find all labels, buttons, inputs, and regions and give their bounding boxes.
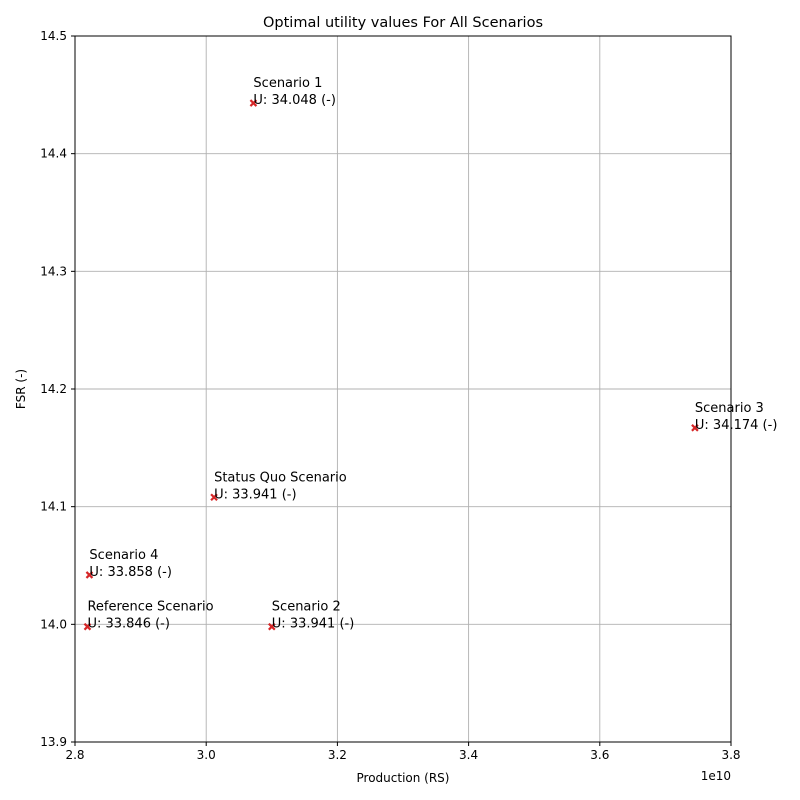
y-tick-label: 14.1 bbox=[40, 500, 67, 514]
y-tick-label: 14.2 bbox=[40, 382, 67, 396]
grid-layer bbox=[74, 35, 732, 743]
point-utility-label: U: 34.174 (-) bbox=[695, 418, 777, 433]
point-utility-label: U: 33.941 (-) bbox=[214, 487, 296, 502]
data-point bbox=[249, 99, 258, 107]
x-tick-label: 3.8 bbox=[721, 748, 740, 762]
data-point-mark bbox=[210, 493, 218, 502]
y-tick-label: 14.0 bbox=[40, 617, 67, 631]
x-axis-offset-label: 1e10 bbox=[701, 769, 731, 783]
point-name-label: Reference Scenario bbox=[87, 600, 213, 615]
point-utility-label: U: 33.858 (-) bbox=[89, 565, 171, 580]
point-utility-label: U: 34.048 (-) bbox=[253, 93, 335, 108]
y-tick-label: 14.5 bbox=[40, 29, 67, 43]
point-name-label: Scenario 4 bbox=[89, 548, 158, 563]
plot-frame bbox=[74, 35, 732, 743]
x-tick-label: 2.8 bbox=[65, 748, 84, 762]
point-name-label: Scenario 3 bbox=[695, 401, 764, 416]
points-layer bbox=[83, 99, 699, 631]
point-name-label: Status Quo Scenario bbox=[214, 470, 347, 485]
x-tick-label: 3.4 bbox=[459, 748, 478, 762]
x-tick-label: 3.0 bbox=[197, 748, 216, 762]
data-point-mark bbox=[249, 99, 258, 107]
data-point bbox=[691, 424, 699, 432]
data-point-mark bbox=[83, 622, 92, 631]
point-utility-label: U: 33.941 (-) bbox=[272, 617, 354, 632]
point-name-label: Scenario 1 bbox=[253, 76, 322, 91]
ticks-layer: 2.8 3.0 3.2 3.4 3.6 3.8 13.9 14.0 14.1 14.2 14.3 14… bbox=[40, 29, 740, 762]
point-utility-label: U: 33.846 (-) bbox=[87, 617, 169, 632]
data-point bbox=[268, 622, 276, 631]
data-point-mark bbox=[85, 571, 94, 579]
annotations-layer: Scenario 1 U: 34.048 (-) Scenario 3 U: 34.1… bbox=[87, 76, 777, 632]
point-name-label: Scenario 2 bbox=[272, 600, 341, 615]
data-point-mark bbox=[691, 424, 699, 432]
data-point bbox=[83, 622, 92, 631]
data-point-mark bbox=[268, 622, 276, 631]
x-tick-label: 3.6 bbox=[590, 748, 609, 762]
chart-title: Optimal utility values For All Scenarios bbox=[263, 15, 543, 31]
y-axis-label: FSR (-) bbox=[14, 369, 28, 409]
data-point bbox=[85, 571, 94, 579]
x-tick-label: 3.2 bbox=[328, 748, 347, 762]
x-axis-label: Production (RS) bbox=[357, 771, 450, 785]
y-tick-label: 14.3 bbox=[40, 264, 67, 278]
data-point bbox=[210, 493, 218, 502]
y-tick-label: 14.4 bbox=[40, 147, 67, 161]
y-tick-label: 13.9 bbox=[40, 735, 67, 749]
